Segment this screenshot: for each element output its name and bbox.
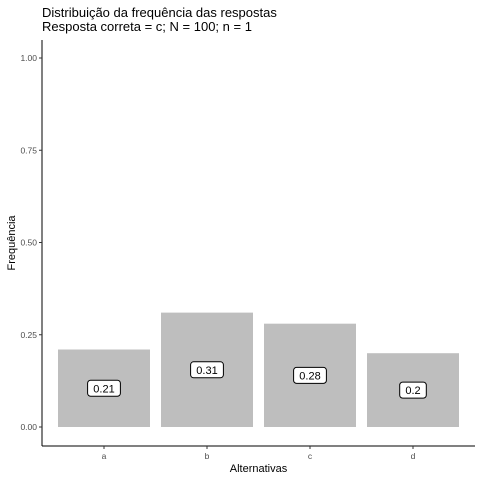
data-label-box-c bbox=[293, 366, 327, 384]
y-tick-label: 0.50 bbox=[20, 238, 37, 248]
bars-layer bbox=[58, 312, 459, 427]
data-labels-layer: 0.21 0.31 0.28 0.2 bbox=[87, 361, 427, 399]
data-label-b: 0.31 bbox=[196, 365, 217, 377]
x-tick-label-d: d bbox=[411, 451, 416, 461]
x-tick-label-b: b bbox=[205, 451, 210, 461]
data-label-box-d bbox=[399, 381, 427, 399]
y-tick-label: 0.00 bbox=[20, 422, 37, 432]
x-tick-label-a: a bbox=[102, 451, 107, 461]
x-ticks: a b c d bbox=[102, 446, 416, 461]
data-label-a: 0.21 bbox=[93, 383, 114, 395]
y-tick-label: 1.00 bbox=[20, 53, 37, 63]
y-ticks: 0.00 0.25 0.50 0.75 1.00 bbox=[20, 53, 42, 432]
data-label-box-a bbox=[87, 379, 121, 397]
y-tick-label: 0.75 bbox=[20, 145, 37, 155]
y-tick-label: 0.25 bbox=[20, 330, 37, 340]
data-label-c: 0.28 bbox=[299, 370, 320, 382]
x-tick-label-c: c bbox=[308, 451, 313, 461]
data-label-box-b bbox=[190, 361, 224, 379]
y-axis-label: Frequência bbox=[6, 215, 18, 271]
chart-subtitle: Resposta correta = c; N = 100; n = 1 bbox=[42, 19, 252, 34]
x-axis-label: Alternativas bbox=[230, 463, 288, 475]
chart-title: Distribuição da frequência das respostas bbox=[42, 5, 277, 20]
data-label-d: 0.2 bbox=[405, 385, 420, 397]
